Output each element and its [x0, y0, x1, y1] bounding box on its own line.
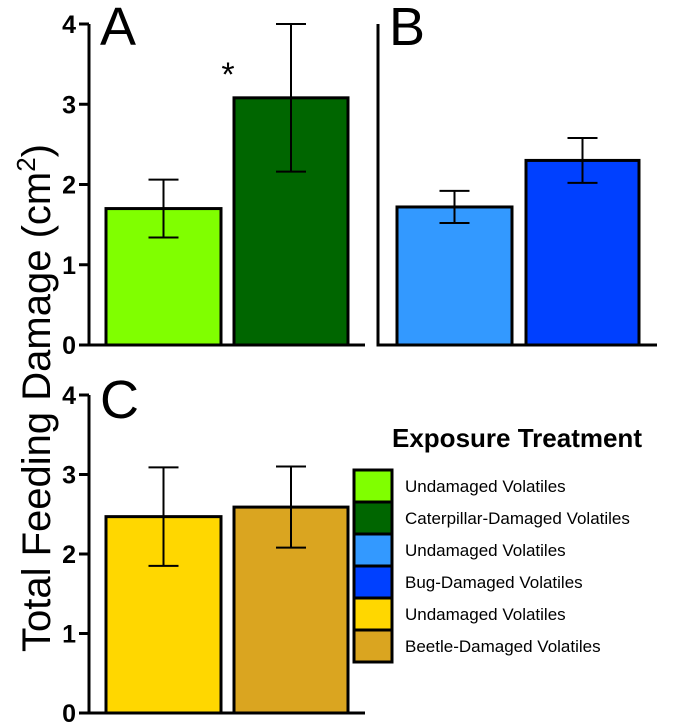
- y-tick-label: 2: [62, 541, 76, 569]
- y-tick-label: 2: [62, 172, 76, 200]
- legend: Exposure Treatment Undamaged Volatiles Cat…: [352, 423, 642, 664]
- y-tick-label: 3: [62, 462, 76, 490]
- legend-swatch: [352, 596, 394, 632]
- y-tick-label: 4: [62, 382, 76, 410]
- legend-swatch: [352, 468, 394, 504]
- y-axis-label: Total Feeding Damage (cm2): [11, 144, 59, 652]
- legend-swatch: [352, 628, 394, 664]
- bar: [395, 205, 514, 347]
- legend-swatch: [352, 564, 394, 600]
- panel-label: A: [100, 0, 136, 57]
- panel-label: B: [389, 0, 425, 57]
- y-tick-label: 4: [62, 11, 76, 39]
- y-tick-label: 0: [62, 332, 76, 360]
- y-axis-label-text: Total Feeding Damage (cm: [15, 172, 59, 652]
- y-axis-label-superscript: 2: [11, 157, 41, 171]
- legend-label: Undamaged Volatiles: [405, 605, 566, 624]
- legend-label: Bug-Damaged Volatiles: [405, 573, 583, 592]
- legend-label: Undamaged Volatiles: [405, 541, 566, 560]
- y-axis-label-close: ): [15, 144, 59, 157]
- panel-b: B: [376, 0, 657, 347]
- legend-label: Caterpillar-Damaged Volatiles: [405, 509, 630, 528]
- y-tick-label: 0: [62, 700, 76, 728]
- y-tick-label: 1: [62, 621, 76, 649]
- legend-swatch: [352, 500, 394, 536]
- significance-marker: *: [221, 56, 234, 94]
- y-tick-label: 3: [62, 91, 76, 119]
- panel-label: C: [100, 370, 139, 430]
- legend-label: Undamaged Volatiles: [405, 477, 566, 496]
- panel-a: * 0 1 2 3 4 A: [62, 0, 365, 360]
- legend-label: Beetle-Damaged Volatiles: [405, 637, 601, 656]
- legend-swatch: [352, 532, 394, 568]
- panel-c: 0 1 2 3 4 C: [62, 370, 365, 728]
- legend-title: Exposure Treatment: [392, 423, 642, 453]
- y-tick-label: 1: [62, 252, 76, 280]
- bar: [524, 158, 641, 347]
